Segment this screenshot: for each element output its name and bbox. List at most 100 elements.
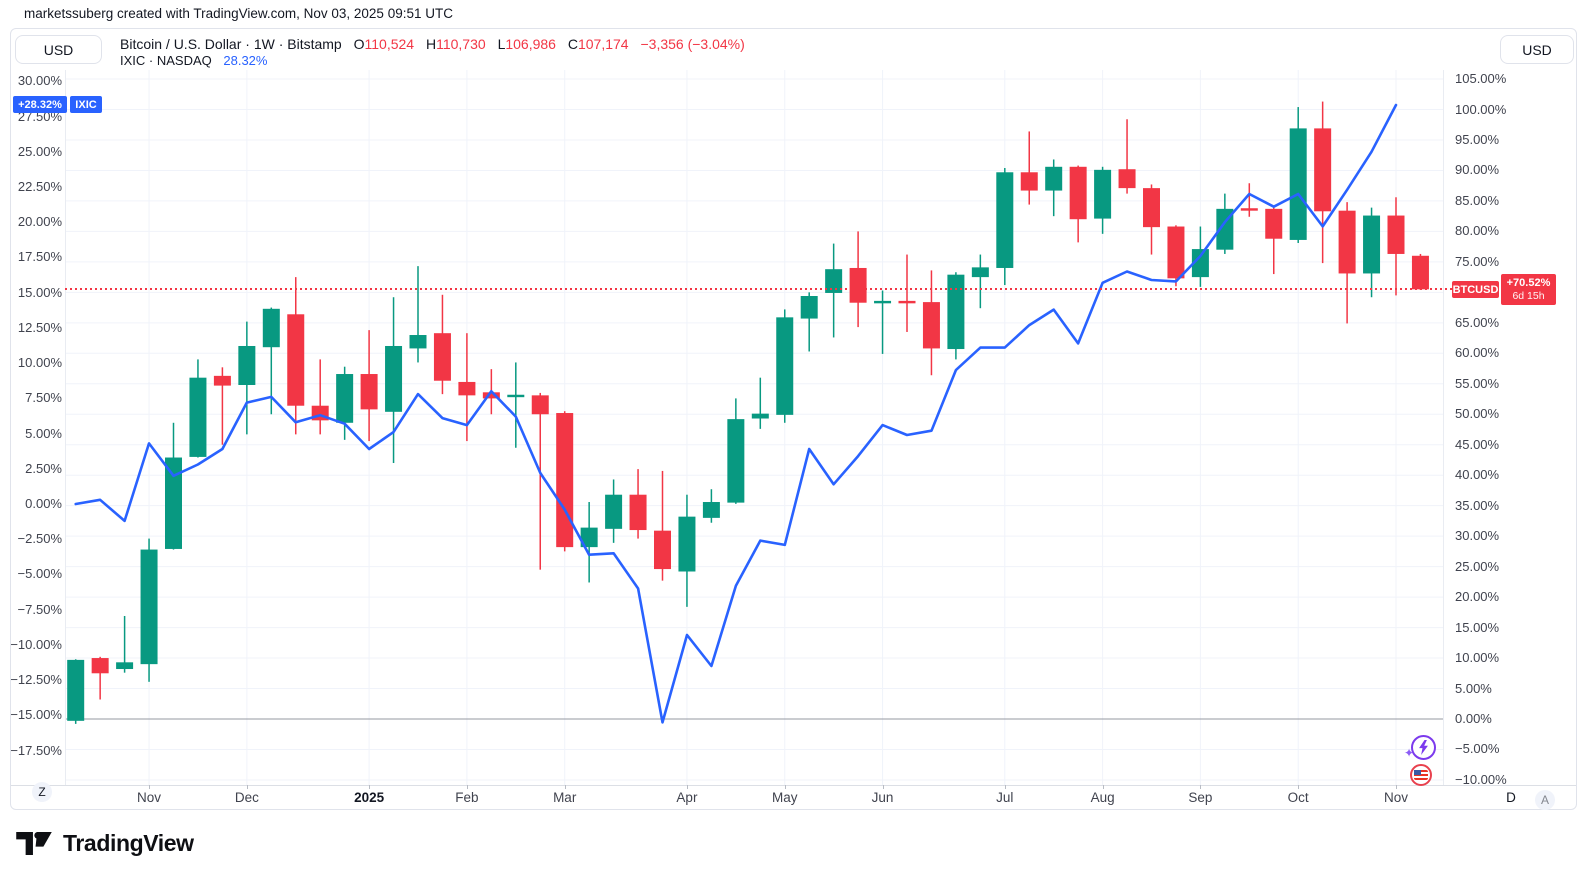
candle-body — [1314, 128, 1332, 212]
lightning-bolt-icon — [1419, 740, 1428, 755]
compare-legend[interactable]: IXIC · NASDAQ 28.32% — [120, 53, 267, 69]
interval-d-label: D — [1506, 790, 1516, 805]
candle-body — [1094, 169, 1112, 219]
currency-button-left[interactable]: USD — [15, 35, 102, 64]
btcusd-value-badge: +70.52% 6d 15h — [1501, 274, 1556, 305]
candle-countdown: 6d 15h — [1512, 289, 1545, 302]
auto-scale-a-button[interactable]: A — [1535, 790, 1555, 810]
left-axis-label: 25.00% — [17, 143, 62, 159]
right-axis-label: 90.00% — [1455, 162, 1500, 178]
left-axis-label: 5.00% — [25, 425, 62, 441]
right-axis-label: 10.00% — [1455, 650, 1500, 666]
month-label: Dec — [234, 790, 259, 805]
tradingview-logo[interactable]: TradingView — [16, 830, 194, 857]
candle-body — [287, 314, 305, 406]
left-axis-label: 22.50% — [17, 178, 62, 194]
month-label: Mar — [553, 790, 577, 805]
candle-wick — [319, 359, 321, 435]
candle-wick — [1248, 183, 1251, 217]
symbol-legend[interactable]: Bitcoin / U.S. Dollar · 1W · Bitstamp O1… — [120, 35, 745, 54]
candle-wick — [906, 254, 908, 332]
candle-body — [336, 374, 354, 423]
candle-body — [702, 502, 720, 518]
left-axis-label: −7.50% — [17, 601, 62, 617]
candle-wick — [881, 290, 884, 354]
candle-body — [751, 413, 769, 419]
right-axis-label: 105.00% — [1455, 71, 1507, 87]
left-axis-label: 20.00% — [17, 214, 62, 230]
month-label: Apr — [676, 790, 698, 805]
right-axis-label: 45.00% — [1455, 436, 1500, 452]
time-axis[interactable]: D Nov Dec 2025 Feb Mar Apr May Jun Jul Aug Sep Oct N… — [10, 785, 1577, 810]
candle-body — [874, 300, 892, 304]
right-axis-label: 50.00% — [1455, 406, 1500, 422]
time-axis-tick — [1298, 785, 1300, 789]
right-axis-label: 80.00% — [1455, 223, 1500, 239]
right-axis-label: 0.00% — [1455, 711, 1492, 726]
time-axis-tick — [1004, 785, 1006, 789]
right-axis-label: 5.00% — [1455, 680, 1492, 696]
month-label: Jul — [996, 790, 1014, 805]
left-axis-label: 7.50% — [25, 390, 62, 406]
candle-body — [1020, 172, 1038, 191]
low-value: 106,986 — [505, 36, 556, 52]
candle-body — [800, 296, 818, 319]
right-price-scale[interactable]: 105.00% 100.00% 95.00% 90.00% 85.00% 80.00% 75… — [1455, 70, 1575, 787]
candle-wick — [661, 470, 664, 581]
symbol-title: Bitcoin / U.S. Dollar · 1W · Bitstamp — [120, 36, 342, 52]
currency-button-right[interactable]: USD — [1500, 35, 1574, 64]
candle-wick — [808, 292, 810, 352]
candle-wick — [1126, 119, 1128, 194]
candle-body — [433, 333, 451, 381]
attribution-text: marketssuberg created with TradingView.c… — [24, 6, 453, 21]
candle-body — [1167, 226, 1185, 279]
candle-body — [409, 335, 427, 349]
right-axis-label: 20.00% — [1455, 589, 1500, 605]
candle-body — [67, 659, 85, 721]
candle-wick — [417, 266, 419, 363]
high-value: 110,730 — [436, 36, 486, 52]
time-axis-tick — [784, 785, 786, 789]
last-price-dotted-line — [65, 288, 1452, 290]
candle-body — [531, 395, 549, 415]
right-axis-label: 55.00% — [1455, 375, 1500, 391]
low-label: L — [497, 36, 506, 52]
ai-lightning-icon[interactable] — [1411, 735, 1436, 760]
left-axis-label: 0.00% — [25, 496, 62, 511]
candle-body — [898, 300, 916, 304]
candle-body — [849, 267, 867, 303]
month-label: Feb — [455, 790, 479, 805]
candle-body — [1387, 215, 1405, 254]
left-axis-label: −17.50% — [10, 742, 62, 758]
candle-wick — [759, 377, 762, 429]
left-axis-label: −5.00% — [17, 566, 62, 582]
compare-symbol: IXIC · NASDAQ — [120, 53, 212, 68]
left-axis-label: −15.00% — [10, 707, 62, 723]
candle-body — [165, 457, 182, 549]
ixic-name-badge: IXIC — [70, 96, 102, 113]
left-price-scale[interactable]: 30.00% 27.50% 25.00% 22.50% 20.00% 17.50% 15.0… — [10, 70, 62, 785]
left-axis-label: 15.00% — [17, 284, 62, 300]
sparkle-icon: ✦ — [1404, 746, 1415, 760]
candle-body — [262, 308, 280, 348]
candle-body — [238, 345, 256, 385]
left-axis-label: −12.50% — [10, 672, 62, 688]
candle-body — [360, 374, 378, 410]
candle-body — [1240, 208, 1258, 211]
candle-wick — [123, 615, 126, 673]
candle-body — [654, 530, 671, 570]
right-axis-label: 15.00% — [1455, 619, 1500, 635]
candle-body — [727, 419, 745, 503]
right-axis-label: 60.00% — [1455, 345, 1500, 361]
chart-pane[interactable] — [65, 70, 1443, 785]
candle-body — [629, 494, 647, 531]
candle-body — [580, 527, 598, 548]
candle-body — [1338, 210, 1356, 274]
right-axis-label: −10.00% — [1455, 771, 1507, 787]
month-label: Sep — [1188, 790, 1213, 805]
time-axis-tick — [149, 785, 151, 789]
timezone-z-button[interactable]: Z — [32, 782, 52, 802]
time-axis-tick — [246, 785, 248, 789]
left-axis-label: 10.00% — [17, 355, 62, 371]
us-flag-icon[interactable] — [1410, 764, 1432, 786]
